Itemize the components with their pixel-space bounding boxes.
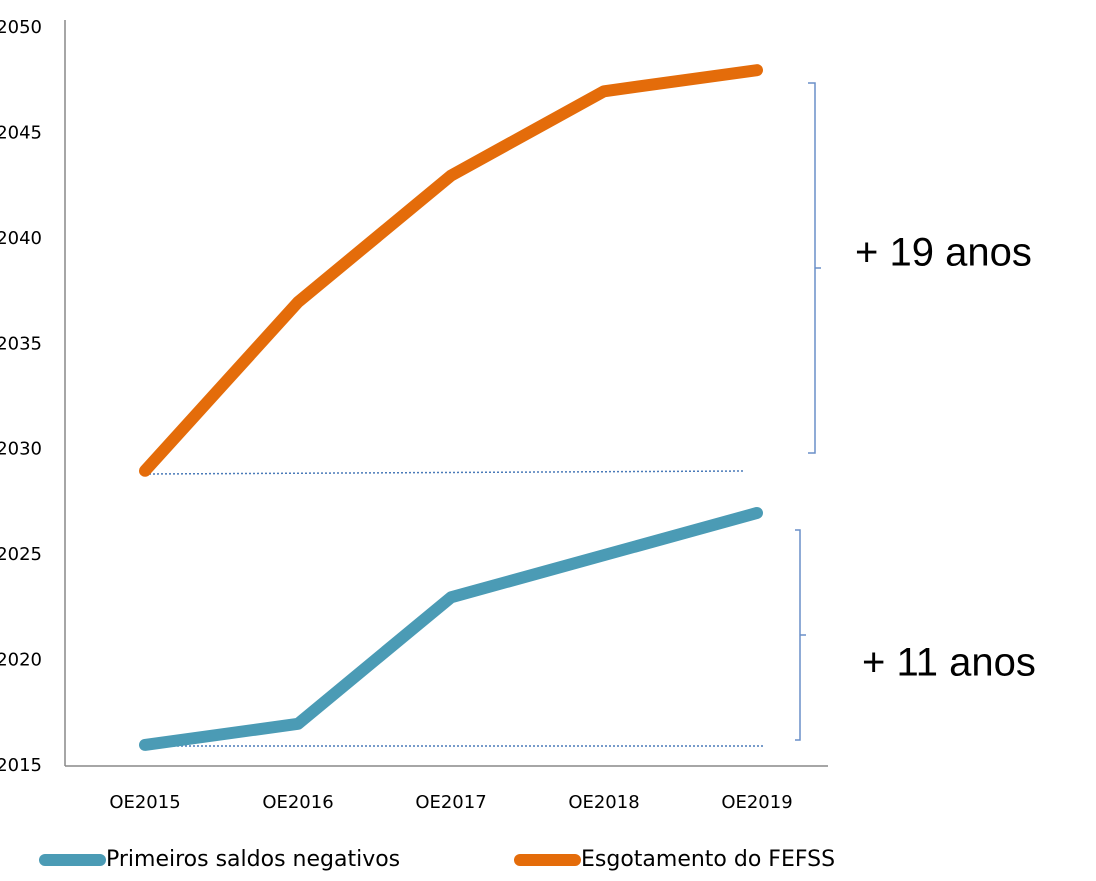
y-tick-label: 2045 (0, 122, 42, 143)
annotation: + 11 anos (862, 641, 1036, 685)
y-tick-label: 2015 (0, 755, 42, 776)
x-tick-label: OE2015 (109, 792, 180, 813)
y-tick-label: 2020 (0, 650, 42, 671)
y-tick-label: 2035 (0, 333, 42, 354)
y-tick-label: 2025 (0, 544, 42, 565)
x-tick-label: OE2017 (415, 792, 486, 813)
line-series (139, 506, 763, 751)
legend-label: Primeiros saldos negativos (106, 847, 400, 872)
y-tick-label: 2040 (0, 228, 42, 249)
legend-label: Esgotamento do FEFSS (581, 847, 835, 872)
annotation: + 19 anos (855, 231, 1032, 275)
y-tick-label: 2030 (0, 439, 42, 460)
y-tick-label: 2050 (0, 17, 42, 38)
line-series (139, 64, 763, 477)
x-tick-label: OE2016 (262, 792, 333, 813)
x-tick-label: OE2019 (721, 792, 792, 813)
bracket (795, 529, 806, 741)
bracket (808, 82, 821, 454)
x-tick-label: OE2018 (568, 792, 639, 813)
reference-line (144, 470, 746, 475)
